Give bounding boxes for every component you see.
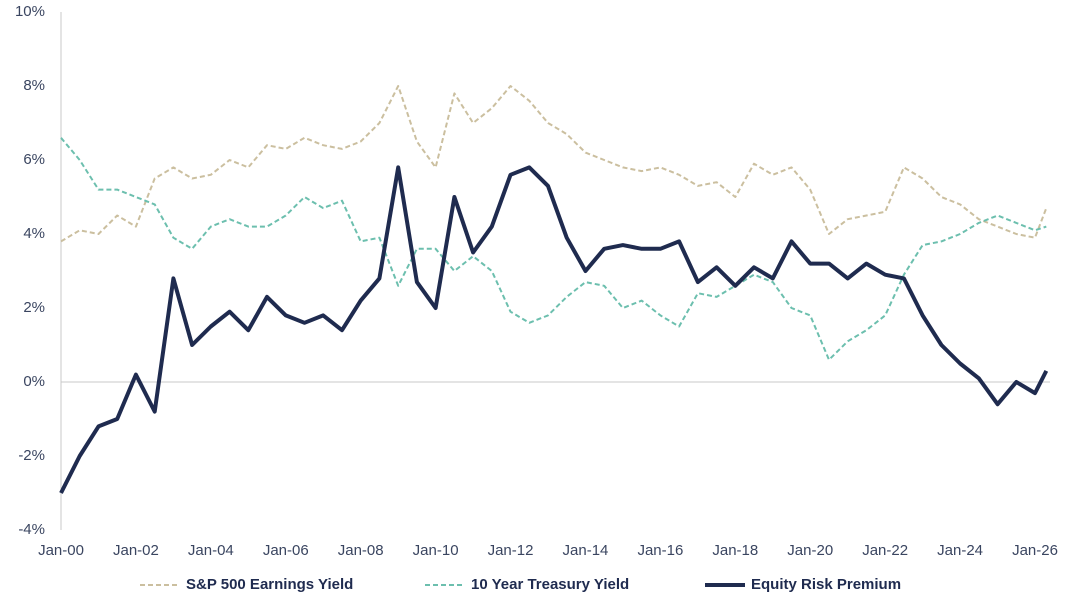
x-tick-label: Jan-12 xyxy=(488,542,534,559)
x-tick-label: Jan-02 xyxy=(113,542,159,559)
series-line xyxy=(60,137,1047,361)
y-tick-label: 4% xyxy=(23,225,45,242)
x-tick-label: Jan-24 xyxy=(937,542,983,559)
y-tick-label: -4% xyxy=(18,521,45,538)
x-tick-label: Jan-26 xyxy=(1012,542,1058,559)
x-tick-label: Jan-16 xyxy=(637,542,683,559)
y-tick-label: 8% xyxy=(23,77,45,94)
x-tick-label: Jan-18 xyxy=(712,542,758,559)
y-tick-label: 10% xyxy=(15,3,45,20)
x-tick-label: Jan-04 xyxy=(188,542,234,559)
y-tick-label: 2% xyxy=(23,299,45,316)
series-line xyxy=(60,85,1048,243)
y-tick-label: -2% xyxy=(18,447,45,464)
x-tick-label: Jan-10 xyxy=(413,542,459,559)
y-tick-label: 0% xyxy=(23,373,45,390)
legend-label: Equity Risk Premium xyxy=(751,576,901,593)
x-tick-label: Jan-22 xyxy=(862,542,908,559)
x-tick-label: Jan-06 xyxy=(263,542,309,559)
x-tick-label: Jan-14 xyxy=(563,542,609,559)
series-line xyxy=(59,165,1049,494)
legend-label: 10 Year Treasury Yield xyxy=(471,576,629,593)
x-tick-label: Jan-08 xyxy=(338,542,384,559)
legend-label: S&P 500 Earnings Yield xyxy=(186,576,353,593)
x-tick-label: Jan-20 xyxy=(787,542,833,559)
x-tick-label: Jan-00 xyxy=(38,542,84,559)
y-tick-label: 6% xyxy=(23,151,45,168)
